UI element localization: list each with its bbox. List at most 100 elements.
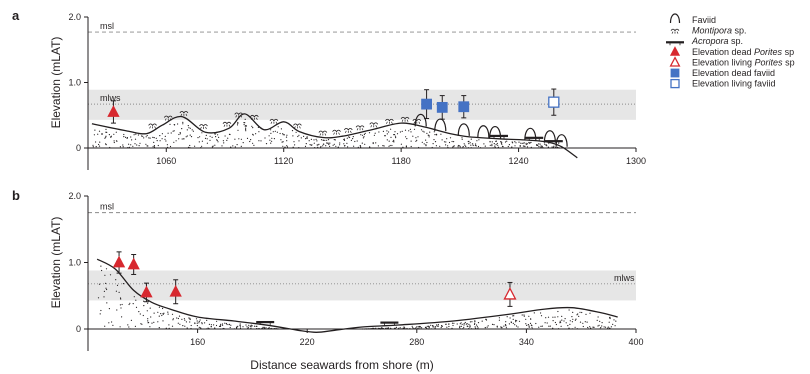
legend-text-part: Elevation dead (692, 47, 754, 57)
substrate-dot (143, 305, 145, 307)
substrate-dot (368, 328, 370, 330)
faviid-symbol (434, 118, 447, 132)
substrate-dot (425, 145, 427, 147)
substrate-dot (373, 134, 375, 136)
substrate-dot (390, 327, 392, 330)
substrate-dot (130, 136, 132, 138)
x-axis-title: Distance seawards from shore (m) (250, 358, 433, 372)
substrate-dot (177, 322, 179, 324)
x-tick-label: 1120 (274, 156, 293, 166)
substrate-dot (561, 319, 563, 321)
substrate-dot (445, 144, 447, 146)
substrate-dot (293, 141, 295, 143)
substrate-dot (110, 136, 112, 138)
substrate-dot (489, 140, 491, 143)
substrate-dot (514, 145, 516, 147)
substrate-dot (361, 134, 364, 136)
substrate-dot (198, 320, 200, 323)
legend-entry: Elevation dead Porites sp (692, 47, 794, 57)
substrate-dot (459, 325, 461, 327)
substrate-dot (477, 327, 479, 329)
substrate-dot (143, 137, 145, 139)
y-axis-title: Elevation (mLAT) (49, 37, 63, 129)
substrate-dot (310, 138, 312, 140)
substrate-dot (515, 325, 518, 327)
substrate-dot (470, 147, 472, 149)
substrate-dot (116, 309, 118, 311)
substrate-dot (457, 146, 459, 148)
substrate-dot (538, 143, 540, 145)
substrate-dot (439, 145, 441, 147)
substrate-dot (577, 313, 579, 315)
data-point (112, 255, 126, 268)
substrate-dot (227, 137, 229, 139)
substrate-dot (536, 144, 538, 146)
substrate-dot (501, 143, 503, 145)
montipora-stems (223, 124, 231, 127)
substrate-dot (497, 146, 499, 148)
substrate-dot (446, 326, 448, 328)
substrate-dot (147, 318, 149, 320)
substrate-dot (425, 139, 427, 141)
substrate-dot (552, 146, 555, 148)
substrate-dot (465, 147, 467, 149)
substrate-dot (251, 325, 253, 327)
substrate-dot (186, 129, 188, 131)
substrate-dot (511, 141, 513, 143)
substrate-dot (199, 136, 201, 138)
substrate-dot (217, 141, 219, 143)
montipora-symbol (412, 118, 422, 124)
panel-a: a msl mlws 0 1.0 2.0 1060 1120 1180 1240 1300 Eleva… (12, 8, 646, 170)
substrate-dot (523, 315, 525, 317)
x-tick-label: 340 (519, 337, 534, 347)
substrate-dot (446, 138, 448, 140)
substrate-dot (118, 291, 120, 293)
substrate-dot (218, 136, 220, 138)
substrate-dot (382, 145, 384, 147)
substrate-dot (166, 144, 168, 146)
substrate-dot (431, 146, 433, 149)
substrate-dot (393, 327, 396, 329)
substrate-dot (262, 326, 264, 328)
substrate-dot (113, 141, 115, 144)
substrate-dot (120, 298, 122, 300)
montipora-symbol (234, 112, 244, 118)
substrate-dot (108, 322, 110, 324)
substrate-dot (362, 328, 364, 330)
substrate-dot (491, 145, 493, 147)
substrate-dot (161, 138, 163, 140)
substrate-dot (131, 139, 133, 141)
data-point (458, 101, 470, 113)
substrate-dot (366, 328, 368, 330)
substrate-dot (167, 132, 169, 134)
substrate-dot (178, 315, 181, 317)
substrate-dot (320, 146, 322, 148)
substrate-dot (268, 327, 270, 329)
substrate-dot (443, 141, 446, 143)
substrate-dot (286, 140, 288, 142)
substrate-dot (97, 297, 100, 299)
substrate-dot (132, 145, 134, 147)
substrate-dot (381, 327, 384, 329)
substrate-dot (526, 143, 529, 145)
faviid-symbol (555, 134, 568, 147)
substrate-dot (138, 311, 140, 313)
substrate-dot (237, 325, 239, 327)
substrate-dot (135, 299, 137, 301)
substrate-dot (239, 327, 242, 329)
substrate-dot (98, 145, 101, 147)
substrate-dot (138, 145, 140, 147)
substrate-dot (506, 140, 508, 142)
substrate-dot (187, 125, 189, 127)
substrate-dot (426, 132, 428, 134)
substrate-dot (189, 147, 191, 149)
substrate-dot (545, 144, 547, 146)
substrate-dot (100, 309, 102, 312)
substrate-dot (201, 145, 203, 147)
substrate-dot (491, 143, 493, 145)
substrate-dot (459, 327, 461, 329)
substrate-dot (405, 328, 407, 330)
substrate-dot (237, 122, 239, 124)
montipora-symbol (222, 121, 232, 127)
